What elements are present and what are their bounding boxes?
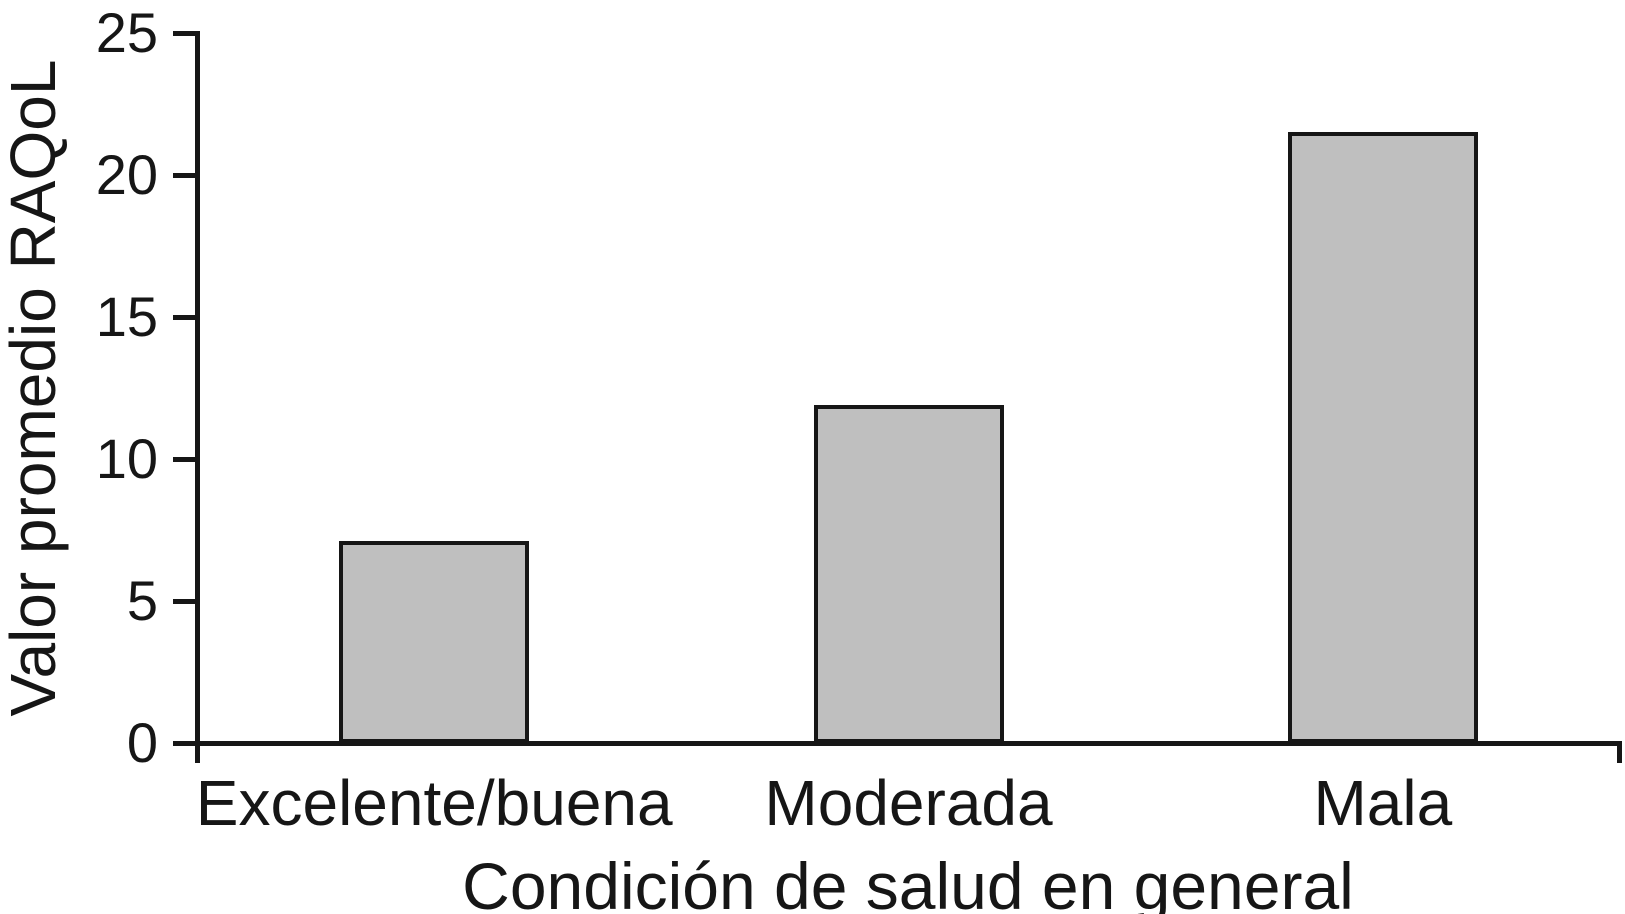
y-tick-mark	[173, 30, 197, 36]
x-axis-end-tick	[1617, 741, 1622, 763]
x-axis-title: Condición de salud en general	[462, 849, 1354, 914]
y-tick-label: 5	[126, 569, 158, 632]
bar-1	[339, 541, 530, 743]
y-tick-label: 15	[95, 285, 158, 348]
y-tick-label: 25	[95, 1, 158, 64]
y-tick-mark	[173, 598, 197, 604]
y-tick-label: 10	[95, 427, 158, 490]
y-axis-line	[195, 31, 200, 763]
y-tick-mark	[173, 314, 197, 320]
bar-2	[813, 405, 1004, 743]
x-category-label: Excelente/buena	[195, 767, 673, 839]
x-axis-line	[195, 741, 1622, 746]
y-tick-label: 20	[95, 143, 158, 206]
x-category-label: Mala	[1313, 767, 1453, 839]
y-tick-mark	[173, 172, 197, 178]
x-category-label: Moderada	[764, 767, 1053, 839]
y-tick-mark	[173, 456, 197, 462]
bar-3	[1287, 132, 1478, 743]
y-tick-label: 0	[126, 711, 158, 774]
y-tick-mark	[173, 740, 197, 746]
